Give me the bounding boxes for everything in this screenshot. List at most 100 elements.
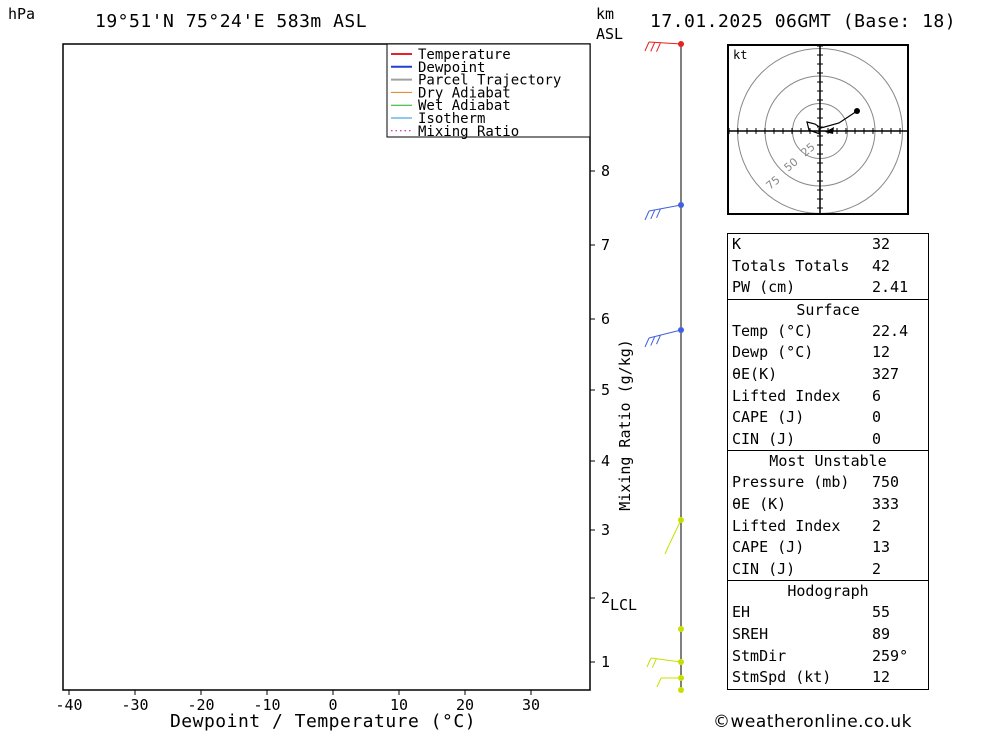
wind-barb xyxy=(648,329,682,339)
surface-row: Lifted Index 6 xyxy=(728,386,928,408)
wind-barb-feather xyxy=(656,42,661,52)
row-label: StmSpd (kt) xyxy=(732,668,832,687)
x-axis-label: Dewpoint / Temperature (°C) xyxy=(170,711,476,732)
row-value: 89 xyxy=(872,624,891,643)
row-label: CAPE (J) xyxy=(732,538,805,557)
storm-motion-arrow xyxy=(825,127,834,134)
most-unstable-row: CAPE (J) 13 xyxy=(728,537,928,559)
wind-barb-feather xyxy=(650,336,656,346)
wind-barb-feather xyxy=(656,677,662,688)
legend-box xyxy=(386,43,591,138)
row-label: PW (cm) xyxy=(732,278,796,297)
row-value: 32 xyxy=(872,235,891,253)
wind-barb xyxy=(648,204,682,212)
hodograph-ring-label: 50 xyxy=(782,155,801,174)
row-label: CIN (J) xyxy=(732,559,796,578)
temp-tick-label: 0 xyxy=(328,696,337,714)
surface-title: Surface xyxy=(796,300,860,319)
row-label: Pressure (mb) xyxy=(732,473,850,492)
row-label: K xyxy=(732,235,742,253)
temp-tick-label: -40 xyxy=(55,696,82,714)
km-tick-label: 6 xyxy=(601,310,610,328)
legend-entry: Parcel Trajectory xyxy=(418,73,561,89)
row-value: 12 xyxy=(872,343,891,362)
hodograph-ring-label: 25 xyxy=(799,140,818,159)
wind-barb-feather xyxy=(656,334,661,345)
surface-row: θE(K) 327 xyxy=(728,364,928,386)
km-tick-label: 4 xyxy=(601,452,610,470)
temp-tick-label: 10 xyxy=(390,696,408,714)
most-unstable-row: Lifted Index 2 xyxy=(728,516,928,538)
row-value: 333 xyxy=(872,494,900,513)
pressure-unit-label: hPa xyxy=(8,5,36,23)
row-value: 2 xyxy=(872,559,882,578)
hodograph-row: StmSpd (kt) 12 xyxy=(728,667,928,689)
surface-section: Surface Temp (°C) 22.4 Dewp (°C) 12 θE(K) 327… xyxy=(728,298,928,451)
row-value: 55 xyxy=(872,603,891,622)
row-label: CIN (J) xyxy=(732,429,796,448)
hodograph: 25 50 75 kt xyxy=(727,44,909,215)
hodograph-trace xyxy=(806,110,858,135)
row-value: 2 xyxy=(872,516,882,535)
lcl-label: LCL xyxy=(610,596,637,614)
km-tick-label: 5 xyxy=(601,381,610,399)
plot-frame xyxy=(62,43,591,691)
temp-tick-label: 30 xyxy=(522,696,540,714)
row-label: CAPE (J) xyxy=(732,408,805,427)
hodograph-section: Hodograph EH 55 SREH 89 StmDir 259° StmSpd (kt… xyxy=(728,580,928,688)
indices-row: K 32 xyxy=(728,234,928,256)
wind-barb-feather xyxy=(656,208,661,219)
credit-text: ©weatheronline.co.uk xyxy=(713,712,913,732)
hodograph-endpoint xyxy=(854,108,860,114)
wind-barb-feather xyxy=(644,210,650,221)
row-value: 327 xyxy=(872,364,900,383)
km-tick-label: 1 xyxy=(601,653,610,671)
temp-tick-label: -10 xyxy=(253,696,280,714)
hodograph-title: Hodograph xyxy=(787,582,869,601)
row-label: Lifted Index xyxy=(732,516,841,535)
row-value: 750 xyxy=(872,473,900,492)
wind-barb-feather xyxy=(646,657,652,668)
most-unstable-section: Most Unstable Pressure (mb) 750 θE (K) 333 L… xyxy=(728,450,928,580)
legend-entry: Wet Adiabat xyxy=(418,98,511,114)
row-label: EH xyxy=(732,603,751,622)
legend-entry: Isotherm xyxy=(418,111,485,127)
km-tick-label: 2 xyxy=(601,589,610,607)
km-tick-label: 8 xyxy=(601,162,610,180)
legend-entry: Dewpoint xyxy=(418,60,485,76)
wind-profile xyxy=(644,41,684,693)
row-value: 6 xyxy=(872,386,882,405)
hodograph-row: StmDir 259° xyxy=(728,646,928,668)
row-label: SREH xyxy=(732,624,769,643)
wind-barb xyxy=(668,519,682,546)
surface-row: Temp (°C) 22.4 xyxy=(728,321,928,343)
wind-barb-feather xyxy=(650,42,656,52)
asl-unit-label: ASL xyxy=(596,25,624,43)
row-value: 12 xyxy=(872,668,891,687)
indices-row: PW (cm) 2.41 xyxy=(728,277,928,299)
km-tick-label: 7 xyxy=(601,236,610,254)
most-unstable-row: CIN (J) 2 xyxy=(728,559,928,581)
row-label: Temp (°C) xyxy=(732,321,814,340)
hodograph-ring-label: 75 xyxy=(764,173,783,192)
indices-section: K 32 Totals Totals 42 PW (cm) 2.41 xyxy=(728,234,928,299)
km-unit-label: km xyxy=(596,5,615,23)
row-value: 13 xyxy=(872,538,891,557)
wind-level-dot xyxy=(678,687,684,693)
row-label: Lifted Index xyxy=(732,386,841,405)
hodograph-row: SREH 89 xyxy=(728,624,928,646)
hodograph-unit: kt xyxy=(733,48,748,62)
legend-entry: Mixing Ratio xyxy=(418,124,519,140)
row-label: Totals Totals xyxy=(732,256,850,275)
surface-row: CIN (J) 0 xyxy=(728,429,928,451)
row-value: 259° xyxy=(872,646,909,665)
wind-barb-feather xyxy=(651,658,657,668)
most-unstable-title: Most Unstable xyxy=(769,452,887,471)
surface-row: Dewp (°C) 12 xyxy=(728,342,928,364)
most-unstable-row: Pressure (mb) 750 xyxy=(728,472,928,494)
row-label: θE (K) xyxy=(732,494,787,513)
row-label: Dewp (°C) xyxy=(732,343,814,362)
